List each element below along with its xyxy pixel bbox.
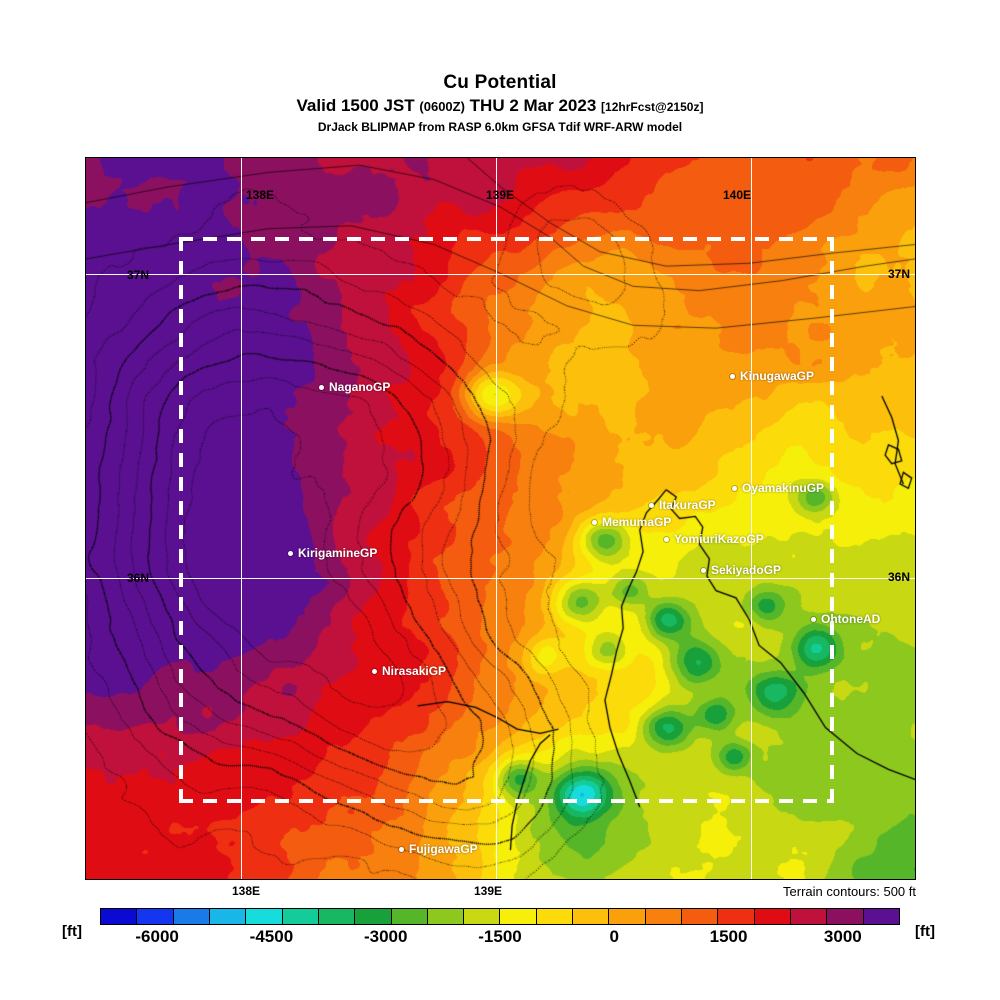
gridline-lon-139e bbox=[496, 158, 497, 879]
lat-label-left-36n: 36N bbox=[127, 571, 150, 585]
colorbar-segment bbox=[101, 909, 138, 924]
lat-label-right-37n: 37N bbox=[888, 267, 911, 281]
colorbar-segment bbox=[137, 909, 174, 924]
colorbar-segment bbox=[355, 909, 392, 924]
colorbar-segment bbox=[209, 909, 247, 924]
colorbar-gradient bbox=[100, 908, 900, 925]
valid-date: THU 2 Mar 2023 bbox=[469, 96, 597, 115]
colorbar-tick-label: -3000 bbox=[363, 927, 408, 946]
colorbar-segment bbox=[863, 909, 899, 924]
valid-utc: (0600Z) bbox=[419, 99, 465, 114]
valid-prefix: Valid 1500 JST bbox=[296, 96, 415, 115]
colorbar-segment bbox=[645, 909, 682, 924]
map-panel[interactable]: 138E 139E 140E 37N 36N NaganoGP Kirigamin… bbox=[85, 157, 916, 880]
colorbar-segment bbox=[500, 909, 537, 924]
colorbar-segment bbox=[318, 909, 356, 924]
gridline-lon-140e bbox=[751, 158, 752, 879]
colorbar-tick-label: 1500 bbox=[709, 927, 748, 946]
colorbar-tick-label: -6000 bbox=[135, 927, 179, 946]
colorbar-segment bbox=[282, 909, 319, 924]
terrain-contour-note: Terrain contours: 500 ft bbox=[783, 884, 916, 899]
lon-label-top-140e: 140E bbox=[723, 188, 752, 202]
colorbar-segment bbox=[173, 909, 210, 924]
lat-label-right-36n: 36N bbox=[888, 570, 911, 584]
colorbar-segment bbox=[427, 909, 465, 924]
lon-label-top-138e: 138E bbox=[246, 188, 275, 202]
colorbar-segment bbox=[536, 909, 574, 924]
gridline-lon-138e bbox=[241, 158, 242, 879]
colorbar-segment bbox=[790, 909, 828, 924]
colorbar-unit-right: [ft] bbox=[915, 923, 935, 940]
cu-potential-raster bbox=[86, 158, 915, 879]
forecast-tag: [12hrFcst@2150z] bbox=[601, 100, 704, 114]
lon-label-top-139e: 139E bbox=[486, 188, 515, 202]
lon-label-bottom-138e: 138E bbox=[232, 884, 261, 898]
colorbar-segment bbox=[391, 909, 428, 924]
colorbar-tick-label: 3000 bbox=[823, 927, 862, 946]
model-line: DrJack BLIPMAP from RASP 6.0km GFSA Tdif… bbox=[317, 120, 683, 134]
colorbar-segment bbox=[609, 909, 646, 924]
gridline-lat-37n bbox=[86, 274, 915, 275]
page-title: Cu Potential bbox=[443, 72, 557, 93]
colorbar-segment bbox=[246, 909, 283, 924]
colorbar-segment bbox=[827, 909, 864, 924]
colorbar-segment bbox=[754, 909, 791, 924]
lat-label-left-37n: 37N bbox=[127, 268, 150, 282]
colorbar-segment bbox=[573, 909, 610, 924]
colorbar-tick-label: -4500 bbox=[249, 927, 294, 946]
gridline-lat-36n bbox=[86, 578, 915, 579]
colorbar: [ft] -6000 -4500 -3000 -1500 0 1500 3000 [ft] bbox=[0, 905, 1000, 955]
title-block: Cu Potential Valid 1500 JST (0600Z) THU … bbox=[0, 72, 1000, 135]
colorbar-tick-label: 0 bbox=[609, 927, 620, 946]
colorbar-segment bbox=[718, 909, 755, 924]
colorbar-segment bbox=[682, 909, 719, 924]
valid-time-line: Valid 1500 JST (0600Z) THU 2 Mar 2023 [1… bbox=[0, 95, 1000, 118]
colorbar-segment bbox=[464, 909, 501, 924]
lon-label-bottom-139e: 139E bbox=[474, 884, 503, 898]
colorbar-tick-label: -1500 bbox=[478, 927, 522, 946]
colorbar-unit-left: [ft] bbox=[62, 923, 82, 940]
